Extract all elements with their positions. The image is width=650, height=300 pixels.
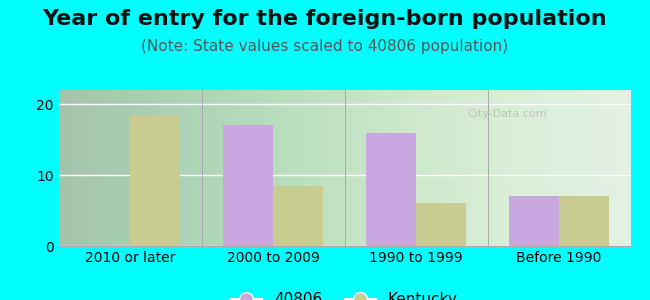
Bar xyxy=(509,196,559,246)
Legend: 40806, Kentucky: 40806, Kentucky xyxy=(225,286,464,300)
Bar xyxy=(223,125,273,246)
Bar xyxy=(559,196,609,246)
Bar xyxy=(130,115,180,246)
Bar xyxy=(273,186,323,246)
Text: Year of entry for the foreign-born population: Year of entry for the foreign-born popul… xyxy=(43,9,607,29)
Text: City-Data.com: City-Data.com xyxy=(467,109,547,119)
Bar xyxy=(366,133,416,246)
Bar xyxy=(416,203,466,246)
Text: (Note: State values scaled to 40806 population): (Note: State values scaled to 40806 popu… xyxy=(142,39,508,54)
